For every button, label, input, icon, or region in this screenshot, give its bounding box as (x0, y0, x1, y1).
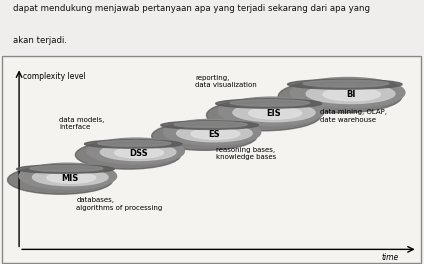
Ellipse shape (323, 88, 380, 101)
Text: data models,
interface: data models, interface (59, 117, 105, 130)
Text: dapat mendukung menjawab pertanyaan apa yang terjadi sekarang dari apa yang: dapat mendukung menjawab pertanyaan apa … (13, 4, 370, 13)
Ellipse shape (177, 125, 252, 142)
Ellipse shape (75, 141, 181, 169)
Text: EIS: EIS (267, 109, 281, 118)
Ellipse shape (115, 147, 164, 158)
Ellipse shape (8, 166, 113, 194)
Ellipse shape (174, 122, 247, 128)
Text: data mining, OLAP,
date warehouse: data mining, OLAP, date warehouse (320, 109, 387, 123)
Ellipse shape (161, 121, 258, 129)
Ellipse shape (206, 100, 321, 131)
Ellipse shape (100, 144, 176, 161)
Ellipse shape (278, 80, 402, 113)
Text: reporting,
data visualization: reporting, data visualization (195, 75, 257, 88)
Ellipse shape (287, 79, 402, 89)
Ellipse shape (218, 97, 324, 126)
Text: databases,
algorithms of processing: databases, algorithms of processing (76, 197, 162, 211)
Text: DSS: DSS (129, 149, 148, 158)
Ellipse shape (33, 169, 108, 186)
Ellipse shape (216, 99, 322, 108)
Ellipse shape (84, 140, 182, 148)
Ellipse shape (163, 119, 261, 145)
Ellipse shape (30, 166, 103, 171)
Ellipse shape (248, 107, 301, 119)
Text: reasoning bases,
knowledge bases: reasoning bases, knowledge bases (216, 147, 276, 161)
Text: akan terjadi.: akan terjadi. (13, 36, 67, 45)
Ellipse shape (290, 78, 405, 108)
Ellipse shape (303, 80, 389, 87)
Text: time: time (382, 252, 399, 262)
Ellipse shape (98, 140, 171, 146)
Ellipse shape (19, 163, 117, 189)
Ellipse shape (191, 128, 240, 139)
Text: complexity level: complexity level (23, 72, 86, 81)
Text: MIS: MIS (61, 174, 79, 183)
Ellipse shape (230, 100, 310, 106)
Ellipse shape (17, 165, 114, 173)
Ellipse shape (47, 172, 96, 183)
Ellipse shape (152, 122, 257, 150)
Text: ES: ES (209, 130, 220, 139)
Ellipse shape (306, 84, 395, 103)
Ellipse shape (87, 138, 184, 164)
Text: BI: BI (346, 90, 355, 99)
Ellipse shape (233, 103, 315, 122)
